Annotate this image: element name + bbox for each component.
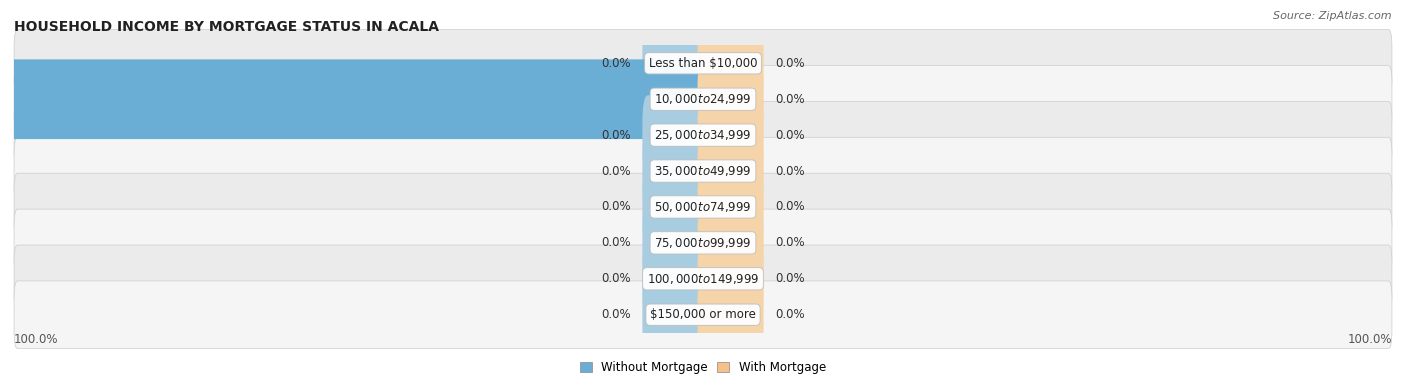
FancyBboxPatch shape xyxy=(643,203,709,283)
Text: 0.0%: 0.0% xyxy=(775,57,806,70)
FancyBboxPatch shape xyxy=(697,203,763,283)
Text: 0.0%: 0.0% xyxy=(600,236,631,249)
FancyBboxPatch shape xyxy=(643,95,709,175)
Text: 0.0%: 0.0% xyxy=(600,272,631,285)
Text: $75,000 to $99,999: $75,000 to $99,999 xyxy=(654,236,752,250)
Text: 0.0%: 0.0% xyxy=(775,308,806,321)
FancyBboxPatch shape xyxy=(14,101,1392,169)
Text: $50,000 to $74,999: $50,000 to $74,999 xyxy=(654,200,752,214)
Text: $10,000 to $24,999: $10,000 to $24,999 xyxy=(654,92,752,106)
Text: $150,000 or more: $150,000 or more xyxy=(650,308,756,321)
FancyBboxPatch shape xyxy=(643,167,709,247)
FancyBboxPatch shape xyxy=(697,23,763,103)
FancyBboxPatch shape xyxy=(14,281,1392,349)
FancyBboxPatch shape xyxy=(14,209,1392,277)
FancyBboxPatch shape xyxy=(643,23,709,103)
Text: 0.0%: 0.0% xyxy=(600,57,631,70)
Text: $35,000 to $49,999: $35,000 to $49,999 xyxy=(654,164,752,178)
FancyBboxPatch shape xyxy=(8,59,709,139)
Text: 0.0%: 0.0% xyxy=(775,272,806,285)
Text: 0.0%: 0.0% xyxy=(600,308,631,321)
FancyBboxPatch shape xyxy=(14,173,1392,241)
FancyBboxPatch shape xyxy=(643,131,709,211)
Legend: Without Mortgage, With Mortgage: Without Mortgage, With Mortgage xyxy=(575,356,831,378)
FancyBboxPatch shape xyxy=(14,137,1392,205)
FancyBboxPatch shape xyxy=(14,65,1392,133)
Text: 100.0%: 100.0% xyxy=(14,333,59,345)
FancyBboxPatch shape xyxy=(643,275,709,355)
Text: $100,000 to $149,999: $100,000 to $149,999 xyxy=(647,272,759,286)
FancyBboxPatch shape xyxy=(697,275,763,355)
Text: 0.0%: 0.0% xyxy=(775,93,806,106)
FancyBboxPatch shape xyxy=(697,59,763,139)
Text: HOUSEHOLD INCOME BY MORTGAGE STATUS IN ACALA: HOUSEHOLD INCOME BY MORTGAGE STATUS IN A… xyxy=(14,20,439,34)
Text: 0.0%: 0.0% xyxy=(775,200,806,214)
FancyBboxPatch shape xyxy=(14,29,1392,97)
Text: 0.0%: 0.0% xyxy=(600,200,631,214)
Text: 0.0%: 0.0% xyxy=(775,164,806,178)
FancyBboxPatch shape xyxy=(697,239,763,319)
FancyBboxPatch shape xyxy=(697,95,763,175)
Text: $25,000 to $34,999: $25,000 to $34,999 xyxy=(654,128,752,142)
Text: Source: ZipAtlas.com: Source: ZipAtlas.com xyxy=(1274,11,1392,21)
Text: 100.0%: 100.0% xyxy=(1347,333,1392,345)
Text: 0.0%: 0.0% xyxy=(600,129,631,142)
FancyBboxPatch shape xyxy=(697,131,763,211)
Text: 0.0%: 0.0% xyxy=(775,129,806,142)
FancyBboxPatch shape xyxy=(643,239,709,319)
Text: 0.0%: 0.0% xyxy=(775,236,806,249)
FancyBboxPatch shape xyxy=(697,167,763,247)
Text: 0.0%: 0.0% xyxy=(600,164,631,178)
FancyBboxPatch shape xyxy=(14,245,1392,313)
Text: Less than $10,000: Less than $10,000 xyxy=(648,57,758,70)
